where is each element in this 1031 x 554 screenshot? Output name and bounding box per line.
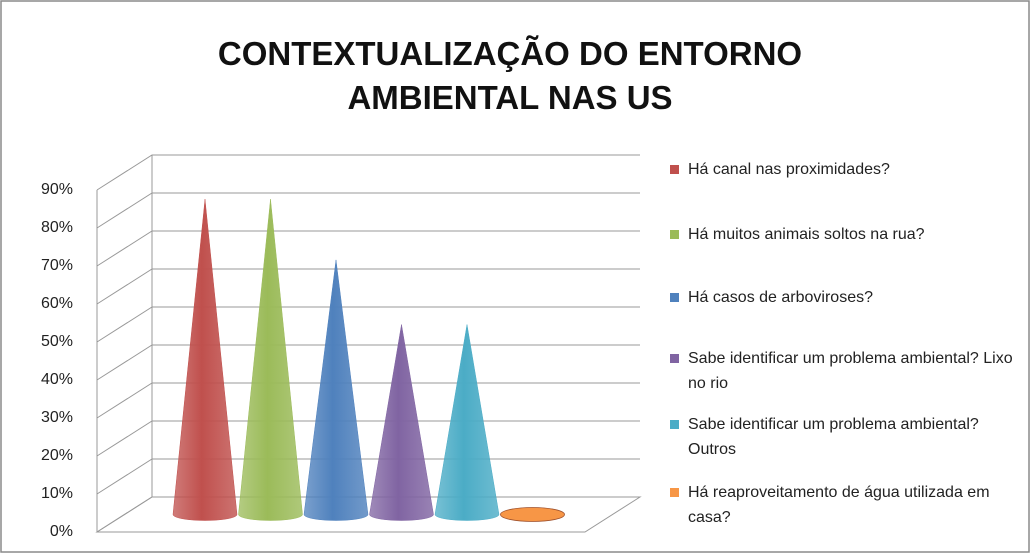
grid-line — [96, 192, 640, 229]
legend-item: Há muitos animais soltos na rua? — [670, 222, 1020, 247]
grid-line — [96, 344, 640, 381]
legend-swatch — [670, 230, 679, 239]
y-tick-label: 60% — [41, 295, 73, 312]
y-tick-label: 90% — [41, 181, 73, 198]
legend-label: Há reaproveitamento de água utilizada em… — [688, 484, 990, 526]
y-tick-label: 80% — [41, 219, 73, 236]
y-tick-label: 50% — [41, 333, 73, 350]
cone — [500, 507, 565, 522]
y-tick-label: 70% — [41, 257, 73, 274]
legend-item: Sabe identificar um problema ambiental? … — [670, 412, 1020, 462]
grid-line — [96, 382, 640, 419]
grid-line — [96, 420, 640, 457]
legend-label: Há canal nas proximidades? — [688, 161, 890, 178]
legend-label: Sabe identificar um problema ambiental? … — [688, 350, 1013, 392]
legend-label: Há muitos animais soltos na rua? — [688, 226, 925, 243]
cone — [238, 199, 303, 521]
grid-line — [96, 306, 640, 343]
y-tick-label: 30% — [41, 409, 73, 426]
legend-swatch — [670, 293, 679, 302]
legend-item: Há casos de arboviroses? — [670, 285, 1020, 310]
y-tick-label: 10% — [41, 485, 73, 502]
grid-line — [96, 154, 640, 191]
legend-item: Há canal nas proximidades? — [670, 157, 1020, 182]
legend-swatch — [670, 165, 679, 174]
grid-line — [96, 230, 640, 267]
legend-label: Sabe identificar um problema ambiental? … — [688, 416, 979, 458]
legend-item: Sabe identificar um problema ambiental? … — [670, 346, 1020, 396]
legend-swatch — [670, 488, 679, 497]
y-tick-label: 0% — [50, 523, 73, 540]
y-tick-label: 40% — [41, 371, 73, 388]
legend-swatch — [670, 420, 679, 429]
legend-label: Há casos de arboviroses? — [688, 289, 873, 306]
cone — [369, 324, 434, 521]
chart-title: CONTEXTUALIZAÇÃO DO ENTORNO AMBIENTAL NA… — [217, 35, 803, 116]
cone — [172, 199, 238, 521]
y-tick-label: 20% — [41, 447, 73, 464]
cone — [434, 324, 500, 521]
legend-item: Há reaproveitamento de água utilizada em… — [670, 480, 1020, 530]
cone — [303, 259, 369, 521]
grid-line — [96, 268, 640, 305]
legend-swatch — [670, 354, 679, 363]
